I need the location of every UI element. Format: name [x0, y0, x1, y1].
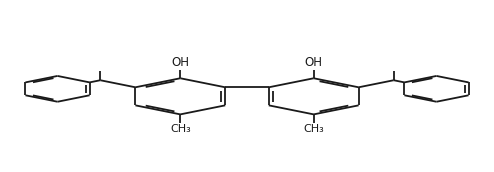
Text: CH₃: CH₃ [170, 124, 191, 134]
Text: OH: OH [171, 56, 189, 69]
Text: OH: OH [305, 56, 323, 69]
Text: CH₃: CH₃ [303, 124, 324, 134]
